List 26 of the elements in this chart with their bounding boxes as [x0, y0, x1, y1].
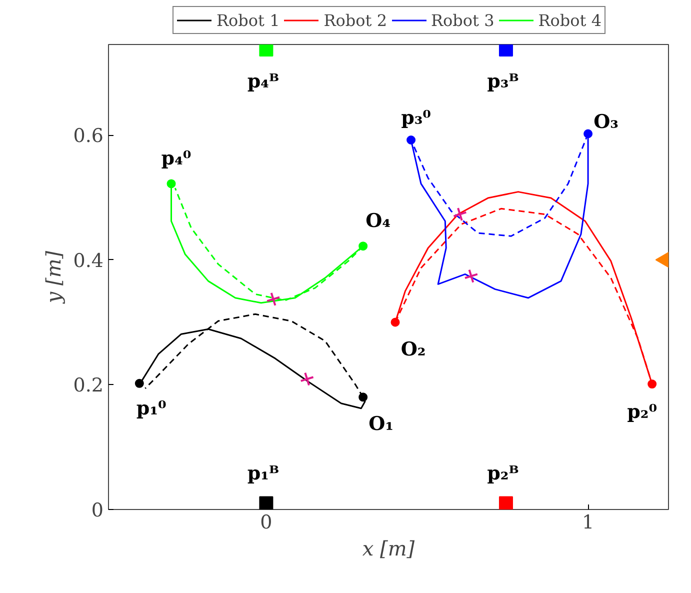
point — [452, 207, 468, 222]
annotation: p₄⁰ — [161, 148, 192, 170]
legend-label: Robot 4 — [538, 10, 602, 30]
y-tick-label: 0.4 — [73, 250, 104, 272]
legend-label: Robot 1 — [216, 10, 280, 30]
point — [464, 268, 478, 284]
legend-label: Robot 3 — [431, 10, 494, 30]
annotation: p₂ᴮ — [487, 462, 519, 484]
annotation: p₁⁰ — [136, 397, 166, 420]
x-axis-title: x [m] — [362, 536, 415, 560]
y-tick-label: 0.2 — [73, 374, 104, 397]
annotation: O₃ — [594, 110, 618, 133]
point — [266, 292, 280, 306]
y-axis-title: y [m] — [41, 250, 66, 304]
annotation: p₄ᴮ — [247, 70, 280, 92]
annotation: p₁ᴮ — [247, 462, 280, 484]
annotation: O₄ — [366, 210, 391, 232]
annotation: O₂ — [400, 338, 426, 360]
annotation: p₃ᴮ — [487, 70, 519, 92]
y-tick-label: 0.6 — [73, 125, 104, 148]
annotation: p₃⁰ — [401, 106, 431, 129]
point — [300, 372, 314, 386]
x-tick-label: 1 — [582, 512, 594, 534]
annotation: p₂⁰ — [627, 401, 658, 424]
legend-label: Robot 2 — [324, 10, 387, 30]
annotation: O₁ — [368, 413, 394, 436]
